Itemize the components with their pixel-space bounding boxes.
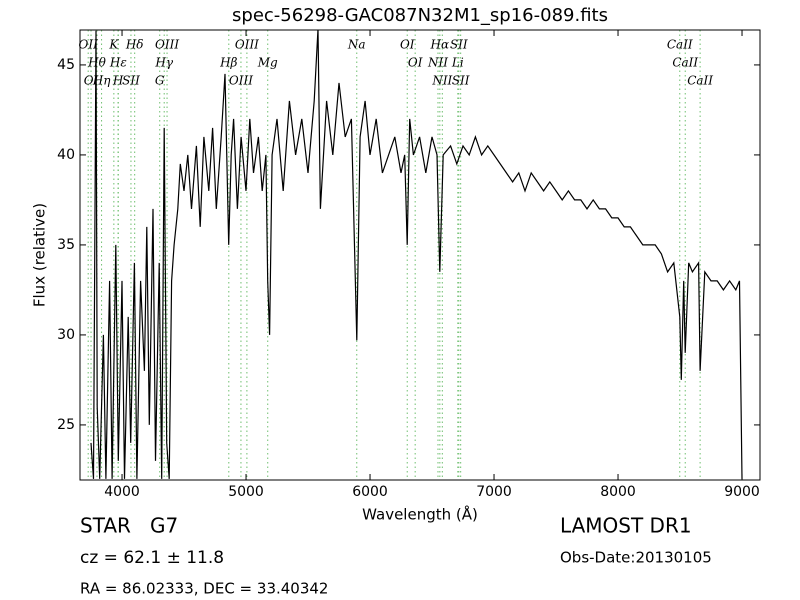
x-tick-label: 7000 <box>476 484 512 500</box>
y-tick-label: 25 <box>57 417 75 433</box>
y-tick-label: 30 <box>57 327 75 343</box>
x-tick-label: 6000 <box>352 484 388 500</box>
redshift: cz = 62.1 ± 11.8 <box>80 548 224 568</box>
spectral-line-label: NII <box>427 56 448 70</box>
spectral-line-label: Hδ <box>125 38 144 52</box>
spectral-line-label: Hε <box>109 56 127 70</box>
x-tick-label: 9000 <box>724 484 760 500</box>
star-class: STAR G7 <box>80 514 178 538</box>
spectral-line-label: SII <box>452 74 470 88</box>
spectral-line-label: OIII <box>155 38 179 52</box>
spectral-line-label: Hγ <box>154 56 173 70</box>
spectral-line-label: Hα <box>430 38 450 52</box>
spectral-line-label: Hθ <box>87 56 106 70</box>
spectral-line-label: CaII <box>667 38 693 52</box>
spectral-line-label: CaII <box>672 56 698 70</box>
y-tick-label: 40 <box>57 147 75 163</box>
spectral-line-label: SII <box>122 74 140 88</box>
obs-date: Obs-Date:20130105 <box>560 549 712 567</box>
spectral-line-label: OII <box>79 38 99 52</box>
spectral-line-label: CaII <box>687 74 713 88</box>
chart-title: spec-56298-GAC087N32M1_sp16-089.fits <box>232 5 608 26</box>
spectral-line-label: H <box>112 74 124 88</box>
spectral-line-label: NII <box>431 74 452 88</box>
spectral-line-label: OI <box>84 74 99 88</box>
spectral-line-label: Na <box>347 38 366 52</box>
spectral-line-label: SII <box>450 38 468 52</box>
x-axis-label: Wavelength (Å) <box>362 505 478 524</box>
spectral-line-label: G <box>155 74 165 88</box>
survey: LAMOST DR1 <box>560 514 692 538</box>
x-tick-label: 5000 <box>228 484 264 500</box>
spectral-line-label: K <box>108 38 119 52</box>
x-tick-label: 8000 <box>600 484 636 500</box>
plot-area <box>87 30 743 480</box>
spectral-line-label: Mg <box>257 56 278 70</box>
y-tick-label: 35 <box>57 237 75 253</box>
coordinates: RA = 86.02333, DEC = 33.40342 <box>80 580 328 598</box>
spectral-line-label: Hβ <box>219 56 237 70</box>
spectral-line-label: OI <box>408 56 423 70</box>
y-axis-label: Flux (relative) <box>31 203 49 307</box>
x-tick-label: 4000 <box>104 484 140 500</box>
plot-frame <box>79 29 761 481</box>
spectral-line-label: Hη <box>92 74 111 88</box>
spectrum-line <box>90 30 743 479</box>
y-tick-label: 45 <box>57 57 75 73</box>
spectral-line-label: OI <box>400 38 415 52</box>
spectral-line-label: OIII <box>229 74 253 88</box>
spectral-line-label: OIII <box>235 38 259 52</box>
spectral-line-label: Li <box>451 56 464 70</box>
